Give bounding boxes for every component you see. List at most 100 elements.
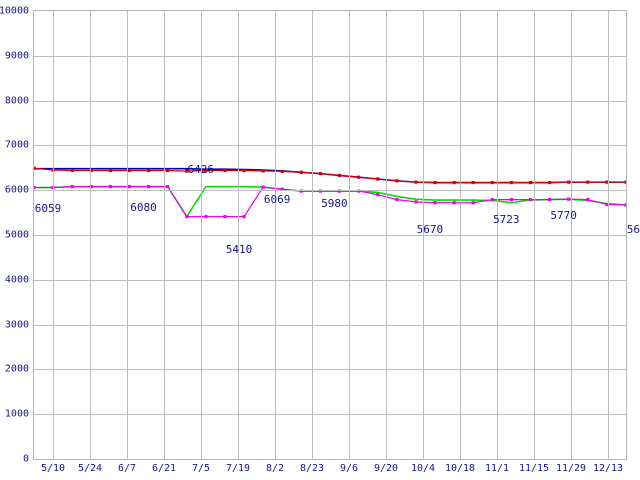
x-axis-tick-label: 8/2: [265, 463, 285, 474]
data-point-marker: [414, 200, 418, 204]
x-axis-tick-label: 11/1: [484, 463, 510, 474]
data-point-marker: [89, 185, 93, 189]
gridline-horizontal: [34, 190, 626, 191]
x-axis-tick-label: 5/10: [40, 463, 66, 474]
data-point-marker: [586, 198, 590, 202]
data-point-marker: [70, 168, 74, 173]
y-axis-tick-label: 8000: [4, 95, 29, 107]
y-axis-tick-label: 10000: [0, 5, 29, 17]
data-point-marker: [223, 215, 227, 219]
data-value-annotation: 5670: [416, 222, 444, 236]
x-axis-tick-label: 6/7: [117, 463, 137, 474]
data-value-annotation: 6069: [263, 193, 291, 207]
x-axis-tick-label: 10/18: [444, 463, 476, 474]
x-axis-tick-label: 7/5: [191, 463, 211, 474]
data-point-marker: [548, 180, 552, 185]
data-point-marker: [108, 185, 112, 189]
data-point-marker: [242, 215, 246, 219]
data-point-marker: [376, 177, 380, 181]
gridline-vertical: [164, 11, 165, 459]
data-point-marker: [567, 180, 571, 184]
gridline-vertical: [90, 11, 91, 459]
data-point-marker: [452, 201, 456, 205]
data-point-marker: [433, 180, 437, 185]
data-point-marker: [395, 198, 399, 202]
gridline-vertical: [423, 11, 424, 459]
data-point-marker: [471, 180, 475, 185]
gridline-horizontal: [34, 280, 626, 281]
x-axis-tick-label: 12/13: [592, 463, 624, 474]
data-point-marker: [261, 169, 265, 173]
data-point-marker: [89, 168, 93, 173]
data-point-marker: [414, 180, 418, 184]
gridline-horizontal: [34, 369, 626, 370]
data-point-marker: [605, 180, 609, 184]
data-point-marker: [261, 185, 265, 189]
data-point-marker: [528, 198, 533, 202]
gridline-horizontal: [34, 145, 626, 146]
data-point-marker: [204, 215, 208, 219]
x-axis-tick-label: 7/19: [225, 463, 251, 474]
y-axis-labels: 0 1000 2000 3000 4000 5000 6000 7000 8000 9000 100…: [0, 0, 33, 480]
data-point-marker: [280, 187, 284, 191]
data-point-marker: [146, 185, 151, 189]
data-point-marker: [452, 180, 456, 185]
data-point-marker: [337, 173, 342, 178]
gridline-vertical: [608, 11, 609, 459]
x-axis-tick-label: 8/23: [299, 463, 325, 474]
gridline-vertical: [534, 11, 535, 459]
data-value-annotation: 6059: [34, 201, 62, 215]
data-point-marker: [146, 168, 151, 173]
y-axis-tick-label: 3000: [4, 319, 29, 331]
plot-area: [33, 10, 627, 460]
gridline-vertical: [201, 11, 202, 459]
data-point-marker: [337, 189, 342, 193]
data-point-marker: [490, 180, 494, 185]
gridline-horizontal: [34, 414, 626, 415]
data-point-marker: [528, 180, 533, 185]
data-point-marker: [433, 201, 437, 205]
x-axis-tick-label: 10/4: [410, 463, 436, 474]
data-point-marker: [166, 168, 170, 173]
x-axis-tick-label: 6/21: [151, 463, 177, 474]
data-point-marker: [471, 201, 475, 205]
data-point-marker: [127, 168, 132, 173]
data-point-marker: [299, 170, 303, 174]
data-point-marker: [318, 172, 323, 176]
gridline-horizontal: [34, 56, 626, 57]
data-point-marker: [509, 198, 514, 202]
data-point-marker: [490, 198, 494, 202]
gridline-vertical: [386, 11, 387, 459]
chart-svg: [34, 166, 626, 219]
data-value-annotation: 6080: [130, 200, 157, 214]
data-point-marker: [376, 193, 380, 197]
data-point-marker: [108, 168, 112, 173]
gridline-vertical: [312, 11, 313, 459]
data-value-annotation: 5723: [493, 212, 520, 226]
gridline-horizontal: [34, 325, 626, 326]
data-point-marker: [624, 180, 626, 184]
gridline-horizontal: [34, 101, 626, 102]
x-axis-tick-label: 11/29: [555, 463, 587, 474]
data-point-marker: [357, 189, 361, 193]
data-point-marker: [318, 189, 323, 193]
y-axis-tick-label: 9000: [4, 50, 29, 62]
data-value-annotation: 5980: [321, 197, 348, 211]
data-point-marker: [624, 203, 626, 207]
x-axis-tick-label: 11/15: [518, 463, 550, 474]
data-point-marker: [204, 168, 208, 173]
data-point-marker: [567, 197, 571, 201]
data-point-marker: [223, 168, 227, 173]
data-point-marker: [395, 179, 399, 183]
data-value-annotation: 5410: [225, 242, 253, 256]
y-axis-tick-label: 6000: [4, 184, 29, 196]
y-axis-tick-label: 7000: [4, 139, 29, 151]
gridline-vertical: [275, 11, 276, 459]
data-point-marker: [605, 202, 609, 207]
gridline-vertical: [238, 11, 239, 459]
y-axis-tick-label: 1000: [4, 408, 29, 420]
x-axis-tick-label: 9/20: [373, 463, 399, 474]
data-point-marker: [127, 185, 132, 189]
series-line-magenta-markers: [34, 186, 626, 218]
data-point-marker: [280, 169, 284, 173]
